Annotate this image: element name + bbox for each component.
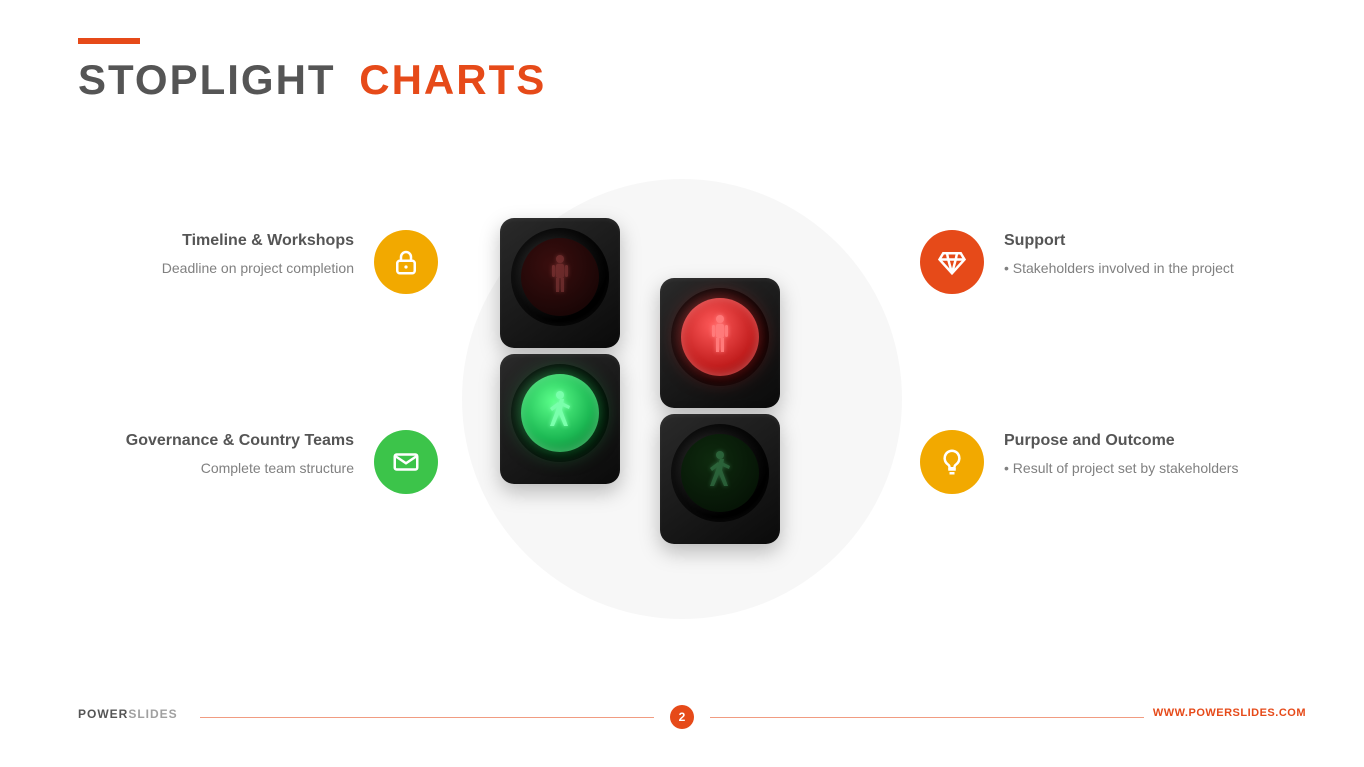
footer-brand-word-1: POWER bbox=[78, 707, 128, 721]
lock-icon bbox=[374, 230, 438, 294]
pedestrian-stand-icon bbox=[547, 254, 573, 301]
footer-brand-word-2: SLIDES bbox=[128, 707, 177, 721]
info-item-purpose: Purpose and Outcome Result of project se… bbox=[920, 430, 1260, 494]
green-light-dim bbox=[681, 434, 759, 512]
footer-divider-right bbox=[710, 717, 1144, 718]
footer-divider-left bbox=[200, 717, 654, 718]
page-number-badge: 2 bbox=[670, 705, 694, 729]
title-word-1: STOPLIGHT bbox=[78, 56, 336, 103]
footer-url: WWW.POWERSLIDES.COM bbox=[1153, 707, 1306, 719]
accent-bar bbox=[78, 38, 140, 44]
info-item-governance: Governance & Country Teams Complete team… bbox=[98, 430, 438, 494]
footer-brand: POWERSLIDES bbox=[78, 707, 178, 721]
red-light-lit bbox=[681, 298, 759, 376]
traffic-segment bbox=[500, 354, 620, 484]
slide-title: STOPLIGHT CHARTS bbox=[78, 56, 546, 104]
diamond-icon bbox=[920, 230, 984, 294]
pedestrian-walk-icon bbox=[544, 390, 576, 437]
green-light-lit bbox=[521, 374, 599, 452]
item-desc: Complete team structure bbox=[98, 458, 354, 478]
item-desc: Result of project set by stakeholders bbox=[1004, 458, 1260, 478]
item-heading: Purpose and Outcome bbox=[1004, 430, 1260, 452]
traffic-light-right bbox=[660, 278, 780, 550]
traffic-light-left bbox=[500, 218, 620, 490]
title-word-2: CHARTS bbox=[359, 56, 546, 103]
item-desc: Stakeholders involved in the project bbox=[1004, 258, 1260, 278]
item-heading: Governance & Country Teams bbox=[98, 430, 354, 452]
red-light-dim bbox=[521, 238, 599, 316]
pedestrian-stand-icon bbox=[707, 314, 733, 361]
traffic-segment bbox=[660, 278, 780, 408]
info-item-support: Support Stakeholders involved in the pro… bbox=[920, 230, 1260, 294]
info-item-timeline: Timeline & Workshops Deadline on project… bbox=[98, 230, 438, 294]
slide-footer: POWERSLIDES 2 WWW.POWERSLIDES.COM bbox=[0, 707, 1364, 731]
traffic-segment bbox=[660, 414, 780, 544]
traffic-segment bbox=[500, 218, 620, 348]
envelope-icon bbox=[374, 430, 438, 494]
lightbulb-icon bbox=[920, 430, 984, 494]
item-heading: Support bbox=[1004, 230, 1260, 252]
item-heading: Timeline & Workshops bbox=[98, 230, 354, 252]
item-desc: Deadline on project completion bbox=[98, 258, 354, 278]
pedestrian-walk-icon bbox=[704, 450, 736, 497]
